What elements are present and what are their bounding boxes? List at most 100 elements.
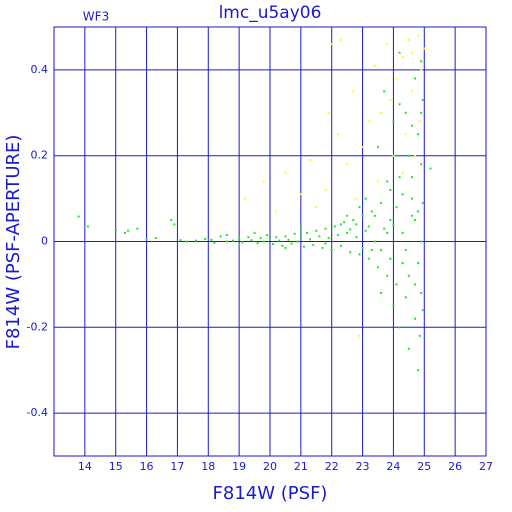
point xyxy=(253,231,256,234)
point xyxy=(410,176,413,179)
point xyxy=(373,240,376,243)
point xyxy=(389,98,392,101)
point xyxy=(418,120,421,123)
point xyxy=(420,240,423,243)
point xyxy=(327,111,330,114)
point xyxy=(367,120,370,123)
x-tick-label: 19 xyxy=(232,460,246,473)
point xyxy=(367,257,370,260)
point xyxy=(410,51,413,54)
point xyxy=(395,77,398,80)
point xyxy=(127,229,130,232)
point xyxy=(398,176,401,179)
point xyxy=(339,38,342,41)
point xyxy=(398,103,401,106)
point xyxy=(407,347,410,350)
point xyxy=(302,245,305,248)
x-tick-label: 16 xyxy=(140,460,154,473)
y-axis-label: F814W (PSF-APERTURE) xyxy=(3,135,24,350)
x-tick-label: 25 xyxy=(417,460,431,473)
point xyxy=(339,244,342,247)
point xyxy=(343,221,346,224)
point xyxy=(407,154,410,157)
point xyxy=(389,219,392,222)
y-tick-label: -0.4 xyxy=(27,406,48,419)
x-tick-label: 18 xyxy=(201,460,215,473)
point xyxy=(404,249,407,252)
point xyxy=(145,238,148,241)
point xyxy=(370,210,373,213)
point xyxy=(318,235,321,238)
x-tick-label: 17 xyxy=(170,460,184,473)
point xyxy=(364,197,367,200)
point xyxy=(315,229,318,232)
point xyxy=(321,246,324,249)
point xyxy=(336,234,339,237)
point xyxy=(170,219,173,222)
point xyxy=(296,240,299,243)
point xyxy=(330,249,333,252)
point xyxy=(377,266,379,269)
plot-frame xyxy=(53,26,487,457)
annotation: WF3 xyxy=(83,10,109,24)
point xyxy=(352,90,355,93)
point xyxy=(333,225,336,228)
point xyxy=(324,189,327,192)
point xyxy=(256,242,259,245)
point xyxy=(355,223,358,226)
point xyxy=(324,227,327,230)
x-tick-label: 26 xyxy=(448,460,462,473)
point xyxy=(346,163,349,166)
point xyxy=(367,225,370,228)
point xyxy=(392,154,395,157)
point xyxy=(407,274,410,277)
point xyxy=(259,237,262,240)
y-tick-label: 0 xyxy=(41,235,48,248)
point xyxy=(389,189,392,192)
point xyxy=(315,206,318,209)
point xyxy=(309,158,312,161)
point xyxy=(395,206,398,209)
point xyxy=(386,274,389,277)
point xyxy=(410,214,413,217)
point xyxy=(420,291,423,294)
point xyxy=(355,236,358,239)
point xyxy=(225,234,228,237)
point xyxy=(373,64,376,67)
point xyxy=(380,291,383,294)
point xyxy=(358,206,361,209)
point xyxy=(429,167,432,170)
point xyxy=(404,111,407,114)
point xyxy=(349,251,352,254)
point xyxy=(414,154,417,157)
point xyxy=(421,201,424,204)
point xyxy=(417,133,420,136)
point xyxy=(401,193,404,196)
point xyxy=(278,239,281,242)
point xyxy=(284,171,287,174)
point xyxy=(421,309,424,312)
point xyxy=(418,334,421,337)
point xyxy=(392,120,395,123)
point xyxy=(398,51,401,54)
point xyxy=(401,261,404,264)
point xyxy=(299,193,302,196)
point xyxy=(275,236,278,239)
point xyxy=(386,43,389,46)
point xyxy=(417,369,420,372)
point xyxy=(231,239,234,242)
point xyxy=(194,239,197,242)
point xyxy=(327,237,330,240)
point xyxy=(275,210,278,213)
point xyxy=(407,38,410,41)
x-tick-label: 22 xyxy=(325,460,339,473)
point xyxy=(349,228,352,231)
point xyxy=(410,90,413,93)
point xyxy=(380,201,383,204)
point xyxy=(123,231,126,234)
point xyxy=(383,227,386,230)
point xyxy=(395,283,398,286)
point xyxy=(346,214,349,217)
point xyxy=(250,239,253,242)
